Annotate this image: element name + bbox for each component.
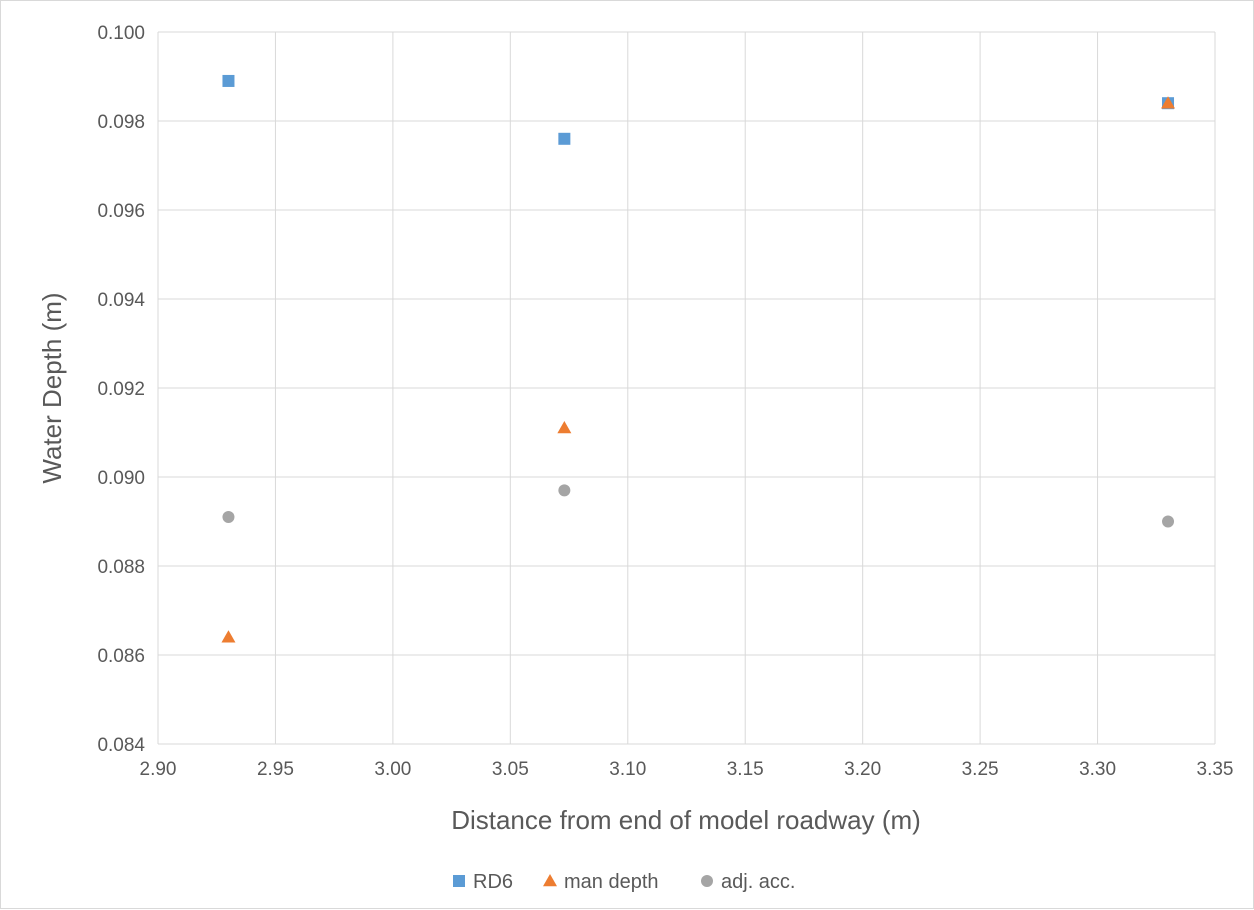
x-tick-label: 2.95 [257,759,294,780]
legend-entry: RD6 [453,871,513,893]
series-1 [221,96,1176,643]
x-tick-label: 3.10 [609,759,646,780]
x-tick-label: 3.15 [727,759,764,780]
data-point [1161,96,1176,109]
y-tick-label: 0.094 [97,290,145,311]
legend-entry: adj. acc. [701,871,795,893]
y-axis-title: Water Depth (m) [37,292,67,483]
x-tick-label: 3.00 [374,759,411,780]
y-tick-labels: 0.084 0.086 0.088 0.090 0.092 0.094 0.096 0.098… [97,23,145,756]
data-points [221,74,1176,643]
y-tick-label: 0.098 [97,112,145,133]
data-point [222,74,235,87]
x-tick-label: 3.05 [492,759,529,780]
legend-entry: man depth [543,871,659,893]
y-tick-label: 0.090 [97,468,145,489]
gridlines [157,31,1216,745]
legend-marker [543,874,557,887]
y-tick-label: 0.092 [97,379,145,400]
x-axis-title: Distance from end of model roadway (m) [451,805,921,835]
data-point [558,132,571,145]
legend-marker [453,875,465,887]
legend-label: man depth [564,871,659,893]
x-tick-label: 3.30 [1079,759,1116,780]
legend-marker [701,875,713,887]
legend-label: RD6 [473,871,513,893]
data-point [557,421,572,434]
x-tick-label: 3.25 [962,759,999,780]
x-tick-labels: 2.90 2.95 3.00 3.05 3.10 3.15 3.20 3.25 3.30 3.35 [140,759,1234,780]
y-tick-label: 0.084 [97,735,145,756]
legend: RD6 man depth adj. acc. [453,871,795,893]
y-tick-label: 0.086 [97,646,145,667]
y-tick-label: 0.096 [97,201,145,222]
x-tick-label: 2.90 [140,759,177,780]
x-tick-label: 3.20 [844,759,881,780]
data-point [1162,515,1175,528]
data-point [221,630,236,643]
legend-label: adj. acc. [721,871,795,893]
x-tick-label: 3.35 [1197,759,1234,780]
y-tick-label: 0.100 [97,23,145,44]
series-2 [222,484,1175,528]
series-0 [222,74,1175,145]
data-point [558,484,571,497]
y-tick-label: 0.088 [97,557,145,578]
data-point [222,511,235,524]
